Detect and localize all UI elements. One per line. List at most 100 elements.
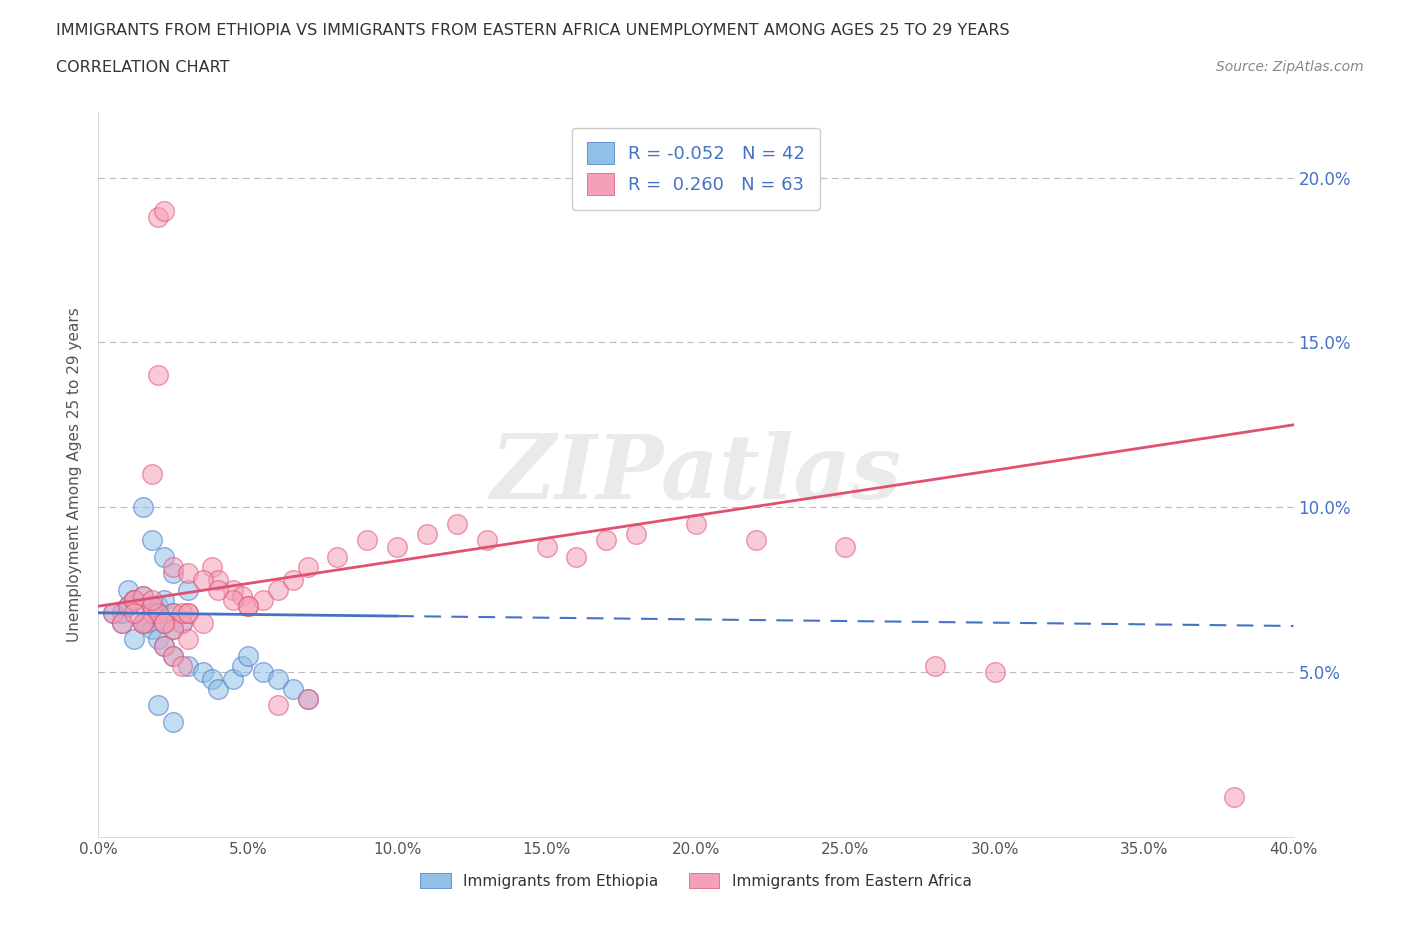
Point bbox=[111, 616, 134, 631]
Point bbox=[148, 368, 170, 383]
Point bbox=[141, 605, 163, 620]
Point bbox=[132, 499, 155, 514]
Point bbox=[267, 698, 290, 712]
Point bbox=[148, 631, 170, 646]
Point bbox=[162, 714, 184, 729]
Point bbox=[236, 648, 259, 663]
Point bbox=[148, 698, 170, 712]
Point bbox=[201, 671, 224, 686]
Point bbox=[231, 658, 253, 673]
Point bbox=[207, 681, 229, 696]
Point bbox=[745, 533, 768, 548]
Point bbox=[162, 605, 184, 620]
Point bbox=[297, 691, 319, 706]
Point bbox=[385, 539, 409, 554]
Point bbox=[141, 622, 163, 637]
Point bbox=[565, 550, 588, 565]
Point bbox=[124, 592, 146, 607]
Point bbox=[297, 691, 319, 706]
Point bbox=[1223, 790, 1246, 804]
Point bbox=[475, 533, 498, 548]
Point bbox=[162, 622, 184, 637]
Point bbox=[103, 605, 125, 620]
Point bbox=[141, 592, 163, 607]
Point bbox=[236, 599, 259, 614]
Point bbox=[177, 582, 200, 597]
Point bbox=[201, 559, 224, 574]
Point bbox=[153, 616, 176, 631]
Point bbox=[626, 526, 648, 541]
Point bbox=[172, 605, 194, 620]
Point bbox=[595, 533, 617, 548]
Point bbox=[148, 599, 170, 614]
Point bbox=[148, 605, 170, 620]
Point bbox=[111, 605, 134, 620]
Y-axis label: Unemployment Among Ages 25 to 29 years: Unemployment Among Ages 25 to 29 years bbox=[67, 307, 83, 642]
Point bbox=[111, 616, 134, 631]
Point bbox=[231, 589, 253, 604]
Point bbox=[132, 616, 155, 631]
Point bbox=[177, 605, 200, 620]
Point bbox=[117, 582, 139, 597]
Point bbox=[117, 599, 139, 614]
Point bbox=[162, 648, 184, 663]
Point bbox=[177, 658, 200, 673]
Point bbox=[685, 516, 707, 531]
Text: CORRELATION CHART: CORRELATION CHART bbox=[56, 60, 229, 75]
Point bbox=[124, 592, 146, 607]
Point bbox=[281, 572, 304, 587]
Point bbox=[834, 539, 856, 554]
Point bbox=[172, 658, 194, 673]
Point bbox=[132, 589, 155, 604]
Point bbox=[141, 599, 163, 614]
Point bbox=[148, 605, 170, 620]
Point bbox=[141, 533, 163, 548]
Point bbox=[356, 533, 378, 548]
Point bbox=[117, 599, 139, 614]
Legend: Immigrants from Ethiopia, Immigrants from Eastern Africa: Immigrants from Ethiopia, Immigrants fro… bbox=[415, 867, 977, 895]
Point bbox=[267, 671, 290, 686]
Point bbox=[446, 516, 468, 531]
Point bbox=[124, 605, 146, 620]
Point bbox=[236, 599, 259, 614]
Text: Source: ZipAtlas.com: Source: ZipAtlas.com bbox=[1216, 60, 1364, 74]
Point bbox=[162, 565, 184, 580]
Point bbox=[162, 605, 184, 620]
Point bbox=[177, 631, 200, 646]
Point bbox=[207, 582, 229, 597]
Point bbox=[153, 638, 176, 653]
Point bbox=[191, 572, 214, 587]
Point bbox=[124, 592, 146, 607]
Point bbox=[141, 599, 163, 614]
Point bbox=[984, 665, 1007, 680]
Point bbox=[153, 203, 176, 218]
Point bbox=[141, 605, 163, 620]
Point bbox=[172, 616, 194, 631]
Point bbox=[267, 582, 290, 597]
Point bbox=[416, 526, 439, 541]
Point bbox=[153, 616, 176, 631]
Point bbox=[162, 622, 184, 637]
Point bbox=[124, 592, 146, 607]
Point bbox=[153, 616, 176, 631]
Point bbox=[222, 592, 245, 607]
Point bbox=[124, 631, 146, 646]
Point bbox=[103, 605, 125, 620]
Point bbox=[222, 671, 245, 686]
Point bbox=[132, 616, 155, 631]
Point bbox=[536, 539, 558, 554]
Point bbox=[132, 589, 155, 604]
Point bbox=[924, 658, 946, 673]
Point bbox=[153, 638, 176, 653]
Point bbox=[162, 648, 184, 663]
Point bbox=[132, 616, 155, 631]
Point bbox=[148, 209, 170, 224]
Point bbox=[326, 550, 349, 565]
Point bbox=[177, 605, 200, 620]
Point bbox=[162, 559, 184, 574]
Text: IMMIGRANTS FROM ETHIOPIA VS IMMIGRANTS FROM EASTERN AFRICA UNEMPLOYMENT AMONG AG: IMMIGRANTS FROM ETHIOPIA VS IMMIGRANTS F… bbox=[56, 23, 1010, 38]
Point bbox=[222, 582, 245, 597]
Point bbox=[141, 467, 163, 482]
Point bbox=[191, 616, 214, 631]
Point bbox=[252, 592, 274, 607]
